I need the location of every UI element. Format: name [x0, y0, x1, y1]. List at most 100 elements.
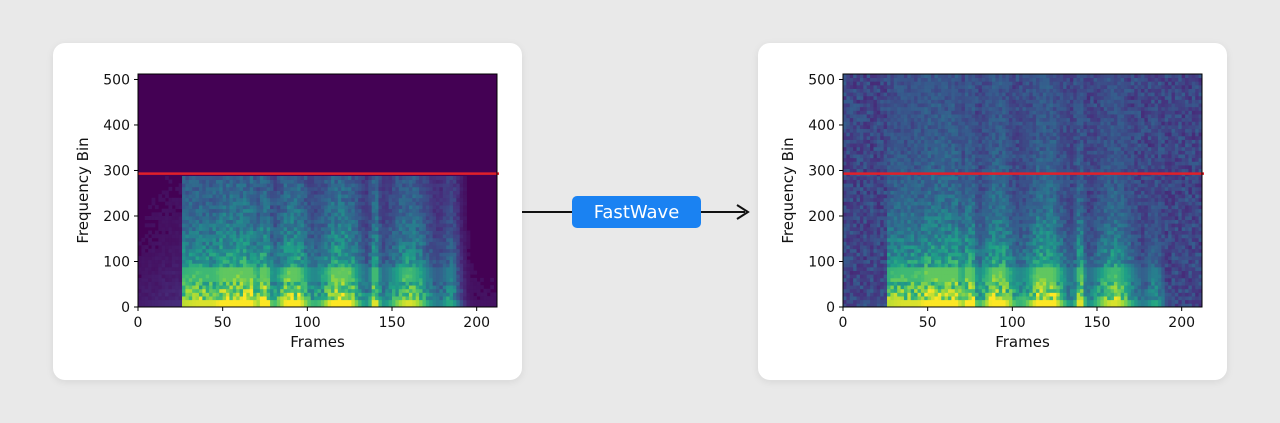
heatmap-cell: [849, 132, 854, 137]
heatmap-cell: [209, 296, 213, 301]
heatmap-cell: [209, 303, 213, 308]
heatmap-cell: [873, 103, 878, 108]
heatmap-cell: [863, 256, 868, 261]
heatmap-cell: [856, 99, 861, 104]
heatmap-cell: [263, 252, 268, 257]
heatmap-cell: [846, 226, 851, 231]
heatmap-cell: [876, 245, 881, 250]
heatmap-cell: [490, 277, 495, 282]
heatmap-cell: [897, 281, 901, 286]
heatmap-cell: [287, 263, 291, 268]
heatmap-cell: [849, 303, 854, 308]
heatmap-cell: [405, 183, 410, 188]
heatmap-cell: [310, 292, 315, 297]
heatmap-cell: [344, 205, 349, 210]
heatmap-cell: [331, 245, 335, 250]
heatmap-cell: [914, 135, 918, 140]
heatmap-cell: [849, 81, 854, 86]
heatmap-cell: [463, 245, 467, 250]
heatmap-cell: [863, 190, 868, 195]
heatmap-cell: [287, 201, 291, 206]
heatmap-cell: [429, 241, 434, 246]
heatmap-cell: [364, 245, 369, 250]
heatmap-cell: [887, 121, 891, 126]
heatmap-cell: [442, 208, 447, 213]
heatmap-cell: [317, 175, 322, 180]
heatmap-cell: [853, 256, 857, 261]
heatmap-cell: [392, 208, 396, 213]
heatmap-cell: [188, 197, 193, 202]
heatmap-cell: [276, 266, 281, 271]
heatmap-cell: [337, 208, 342, 213]
heatmap-cell: [198, 292, 203, 297]
heatmap-cell: [463, 219, 467, 224]
heatmap-cell: [246, 241, 251, 246]
heatmap-cell: [344, 252, 349, 257]
heatmap-cell: [897, 256, 901, 261]
heatmap-cell: [368, 303, 373, 308]
heatmap-cell: [202, 241, 207, 246]
heatmap-cell: [873, 154, 878, 159]
heatmap-cell: [897, 92, 901, 97]
heatmap-cell: [419, 281, 423, 286]
heatmap-cell: [158, 296, 163, 301]
heatmap-cell: [425, 248, 430, 253]
heatmap-cell: [395, 186, 400, 191]
heatmap-cell: [154, 274, 159, 279]
heatmap-cell: [378, 223, 383, 228]
heatmap-cell: [412, 248, 417, 253]
heatmap-cell: [463, 179, 467, 184]
heatmap-cell: [239, 245, 244, 250]
heatmap-cell: [324, 274, 329, 279]
heatmap-cell: [897, 296, 901, 301]
heatmap-cell: [165, 226, 169, 231]
heatmap-cell: [188, 303, 193, 308]
heatmap-cell: [876, 248, 881, 253]
heatmap-cell: [408, 183, 413, 188]
heatmap-cell: [866, 194, 871, 199]
heatmap-cell: [361, 263, 366, 268]
heatmap-cell: [449, 288, 454, 293]
heatmap-cell: [222, 299, 227, 304]
heatmap-cell: [870, 95, 874, 100]
heatmap-cell: [853, 135, 857, 140]
heatmap-cell: [246, 226, 251, 231]
heatmap-cell: [436, 252, 440, 257]
heatmap-cell: [188, 281, 193, 286]
heatmap-cell: [239, 183, 244, 188]
heatmap-cell: [873, 128, 878, 133]
heatmap-cell: [297, 274, 301, 279]
heatmap-cell: [442, 303, 447, 308]
heatmap-cell: [425, 208, 430, 213]
heatmap-cell: [283, 299, 288, 304]
heatmap-cell: [846, 157, 851, 162]
heatmap-cell: [887, 92, 891, 97]
heatmap-cell: [849, 274, 854, 279]
heatmap-cell: [863, 183, 868, 188]
heatmap-cell: [324, 219, 329, 224]
heatmap-cell: [232, 274, 237, 279]
heatmap-cell: [287, 274, 291, 279]
heatmap-cell: [924, 296, 929, 301]
heatmap-cell: [347, 230, 352, 235]
heatmap-cell: [405, 256, 410, 261]
heatmap-cell: [856, 266, 861, 271]
heatmap-cell: [185, 183, 190, 188]
heatmap-cell: [331, 234, 335, 239]
heatmap-cell: [165, 259, 169, 264]
heatmap-cell: [283, 248, 288, 253]
heatmap-cell: [887, 237, 891, 242]
heatmap-cell: [293, 241, 298, 246]
heatmap-cell: [432, 208, 437, 213]
heatmap-cell: [358, 197, 362, 202]
heatmap-cell: [198, 245, 203, 250]
heatmap-cell: [185, 299, 190, 304]
heatmap-cell: [449, 175, 454, 180]
heatmap-cell: [449, 179, 454, 184]
heatmap-cell: [341, 248, 345, 253]
heatmap-cell: [907, 274, 912, 279]
heatmap-cell: [890, 143, 895, 148]
heatmap-cell: [161, 256, 166, 261]
heatmap-cell: [344, 303, 349, 308]
heatmap-cell: [209, 201, 213, 206]
